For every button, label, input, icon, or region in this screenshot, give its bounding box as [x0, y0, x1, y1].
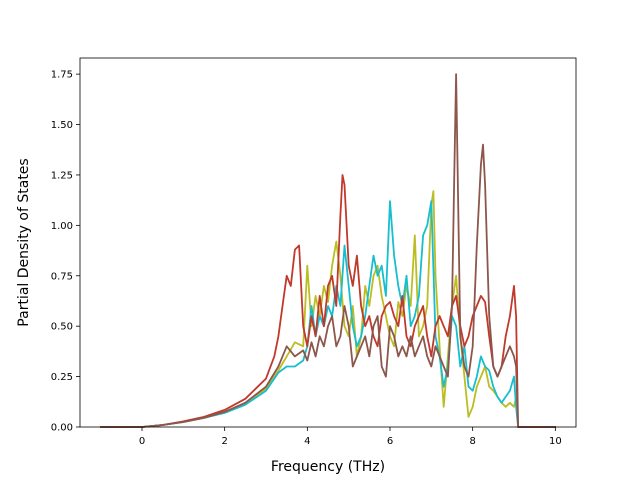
series-line-3 [99, 174, 557, 428]
y-tick-label: 1.00 [51, 221, 73, 232]
x-axis-label: Frequency (THz) [271, 459, 385, 475]
plot-series [99, 73, 557, 428]
y-tick-label: 0.50 [51, 322, 73, 333]
x-tick-label: 6 [387, 436, 393, 447]
x-tick-label: 8 [469, 436, 475, 447]
y-tick-label: 0.00 [51, 423, 73, 434]
x-tick-label: 0 [139, 436, 145, 447]
x-tick-label: 10 [549, 436, 562, 447]
y-tick-label: 1.25 [51, 170, 73, 181]
series-line-2 [99, 200, 557, 428]
y-axis-label: Partial Density of States [16, 158, 32, 326]
y-axis-ticks: 0.00 0.25 0.50 0.75 1.00 1.25 1.50 1.75 [51, 70, 80, 434]
series-line-4 [99, 73, 557, 428]
y-tick-label: 0.25 [51, 372, 73, 383]
x-tick-label: 2 [221, 436, 227, 447]
y-tick-label: 1.50 [51, 120, 73, 131]
y-tick-label: 0.75 [51, 271, 73, 282]
plot-frame [79, 57, 577, 428]
y-tick-label: 1.75 [51, 70, 73, 81]
x-axis-ticks: 0 2 4 6 8 10 [139, 427, 562, 447]
x-tick-label: 4 [304, 436, 310, 447]
